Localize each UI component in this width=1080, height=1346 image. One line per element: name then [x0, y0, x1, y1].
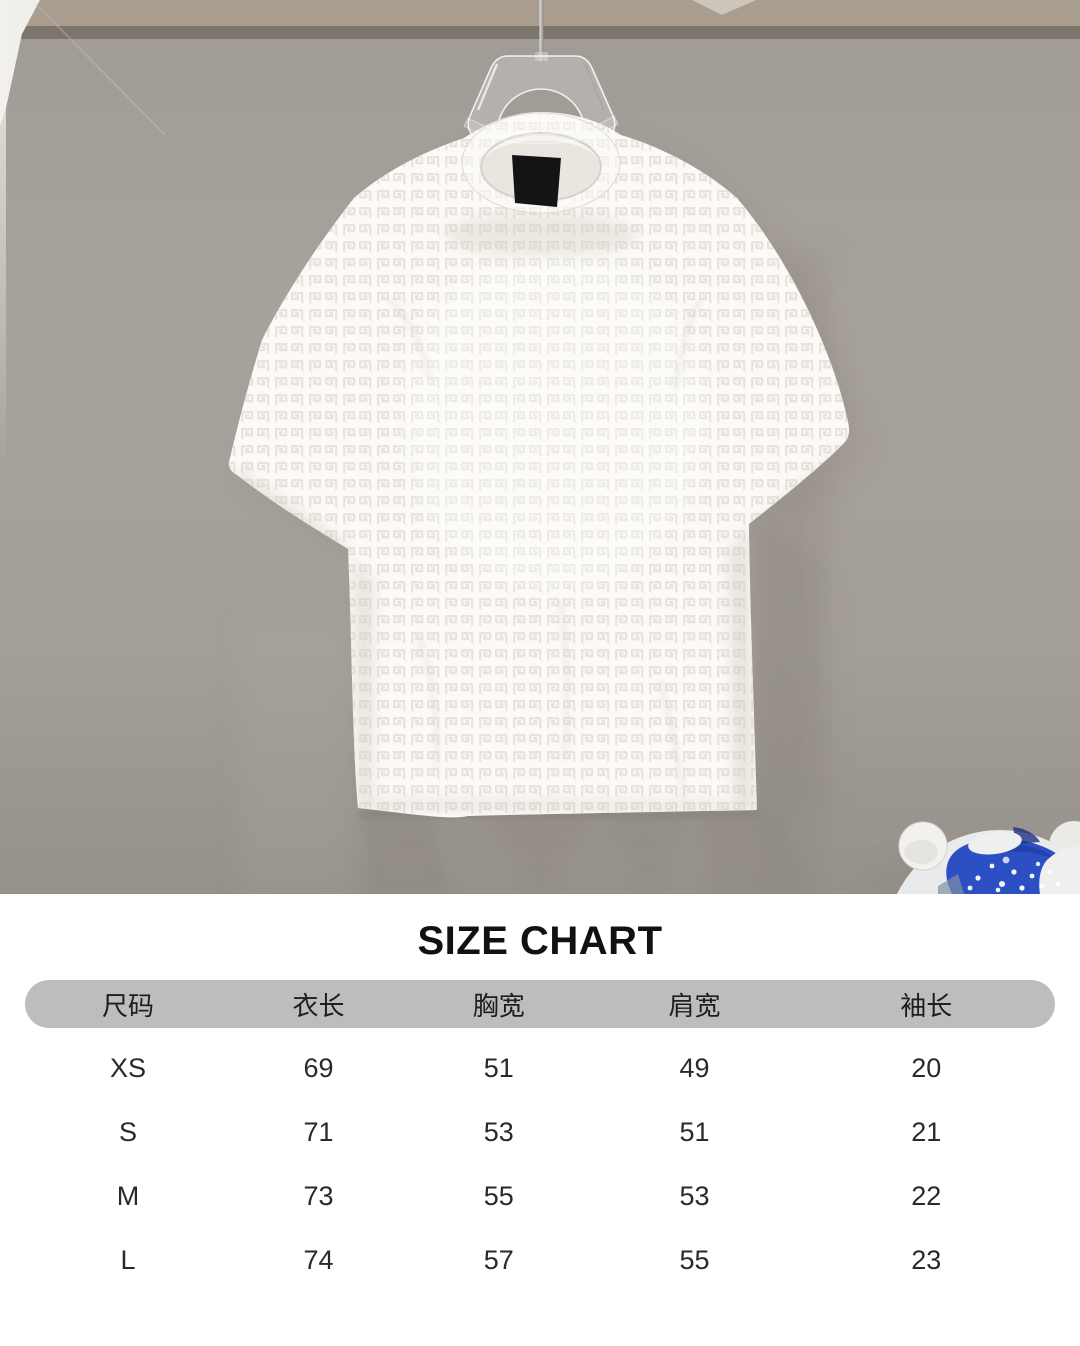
- size-chart-rows: XS 69 51 49 20 S 71 53 51 21 M 73 55 53 …: [25, 1036, 1055, 1292]
- value-cell: 69: [303, 1052, 334, 1083]
- size-row-l: L 74 57 55 23: [25, 1228, 1055, 1292]
- size-cell: XS: [109, 1052, 147, 1083]
- bear-figurine-icon: [867, 821, 1080, 894]
- size-chart-section: SIZE CHART 尺码 衣长 胸宽 肩宽 袖长 XS 69 51 49 20…: [0, 894, 1080, 1346]
- value-cell: 71: [303, 1116, 334, 1147]
- wall-reflection: [692, 0, 756, 15]
- value-cell: 21: [911, 1116, 942, 1147]
- value-cell: 53: [679, 1180, 710, 1211]
- size-row-m: M 73 55 53 22: [25, 1164, 1055, 1228]
- tshirt: [228, 112, 850, 818]
- figurine-speckles: [967, 856, 1061, 893]
- wall-corner-highlight: [0, 0, 40, 126]
- size-chart-title: SIZE CHART: [417, 919, 663, 963]
- value-cell: 22: [911, 1180, 942, 1211]
- value-cell: 23: [911, 1244, 942, 1275]
- size-row-s: S 71 53 51 21: [25, 1100, 1055, 1164]
- value-cell: 49: [679, 1052, 710, 1083]
- hanger-bar-icon: [463, 115, 619, 145]
- product-photo-svg: [0, 0, 1080, 894]
- value-cell: 51: [679, 1116, 710, 1147]
- value-cell: 57: [483, 1244, 514, 1275]
- size-cell: L: [120, 1244, 136, 1275]
- header-cell-size: 尺码: [101, 990, 154, 1021]
- value-cell: 51: [483, 1052, 514, 1083]
- value-cell: 73: [303, 1180, 334, 1211]
- size-chart-header: 尺码 衣长 胸宽 肩宽 袖长: [25, 980, 1055, 1028]
- header-cell-sleeve: 袖长: [900, 990, 953, 1021]
- size-cell: M: [116, 1180, 140, 1211]
- neck-tag: [512, 155, 561, 207]
- header-cell-chest: 胸宽: [472, 990, 525, 1021]
- value-cell: 20: [911, 1052, 942, 1083]
- size-row-xs: XS 69 51 49 20: [25, 1036, 1055, 1100]
- value-cell: 55: [483, 1180, 514, 1211]
- value-cell: 55: [679, 1244, 710, 1275]
- value-cell: 74: [303, 1244, 334, 1275]
- product-photo: [0, 0, 1080, 894]
- tshirt-collar: [461, 112, 621, 214]
- tshirt-shading: [234, 213, 848, 810]
- header-cell-shoulder: 肩宽: [668, 990, 721, 1021]
- size-cell: S: [118, 1116, 137, 1147]
- value-cell: 53: [483, 1116, 514, 1147]
- header-cell-length: 衣长: [292, 990, 345, 1021]
